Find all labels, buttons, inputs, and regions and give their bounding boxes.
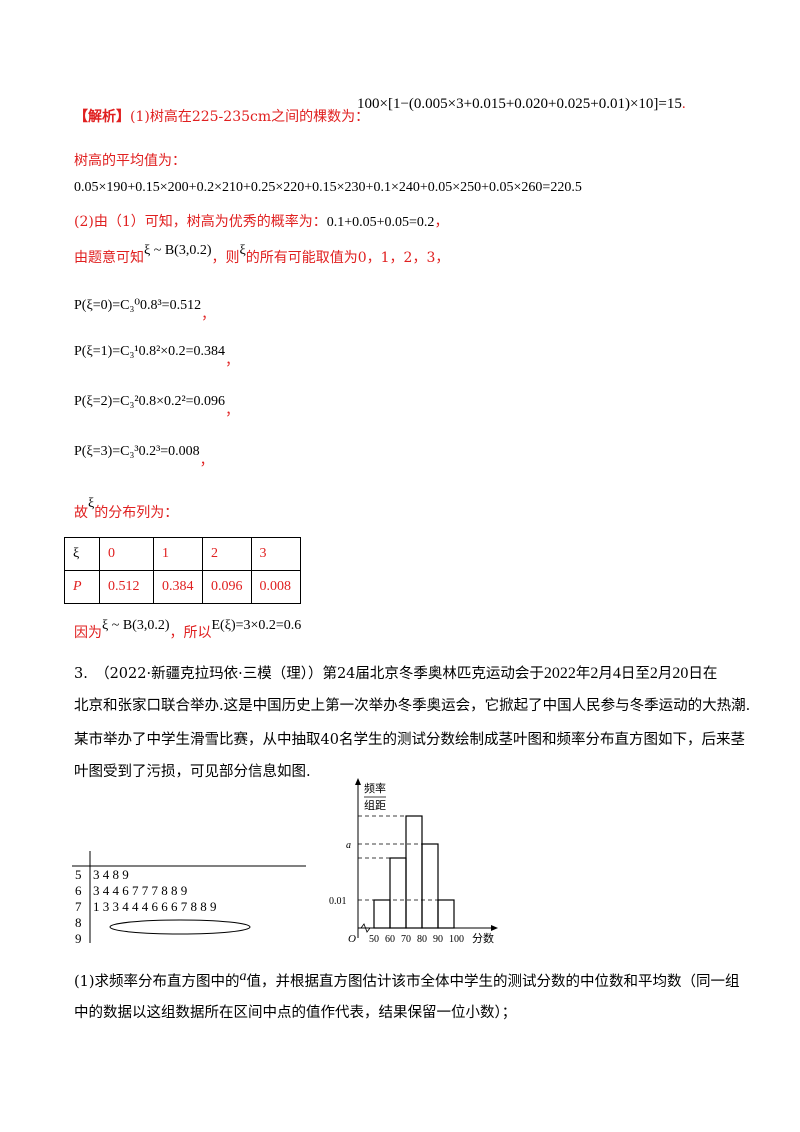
stem-6: 6 xyxy=(75,883,82,898)
ylabel-top: 频率 xyxy=(364,781,386,795)
q3-sub1-line2: 中的数据以这组数据所在区间中点的值作代表，结果保留一位小数）； xyxy=(74,1005,517,1021)
y-arrow xyxy=(355,778,361,785)
dist-formula: ξ ~ B(3,0.2) xyxy=(144,243,212,258)
gu-line: 故ξ的分布列为： xyxy=(74,496,179,521)
frequency-histogram: 频率 组距 O 分数 50 60 70 80 90 100 0.01 a xyxy=(329,778,498,945)
x-tick-label: 70 xyxy=(401,934,411,945)
leaves-6: 3 4 4 6 7 7 7 8 8 9 xyxy=(93,883,187,898)
mean-label: 树高的平均值为： xyxy=(74,153,186,169)
y-tick-label: 0.01 xyxy=(329,896,347,907)
part2-label: (2)由（1）可知，树高为优秀的概率为： xyxy=(74,214,327,230)
dist-line: 由题意可知ξ ~ B(3,0.2)，则ξ的所有可能取值为0，1，2，3， xyxy=(74,243,450,266)
solution-part1: 【解析】(1)树高在225-235cm之间的棵数为： xyxy=(74,106,369,126)
leaves-7: 1 3 3 4 4 4 6 6 6 7 8 8 9 xyxy=(93,899,217,914)
q3-line1: 3. （2022·新疆克拉玛依·三模（理））第24届北京冬季奥林匹克运动会于20… xyxy=(74,665,718,682)
histogram-bar xyxy=(389,857,407,929)
ylabel-bottom: 组距 xyxy=(364,798,386,812)
because-line: 因为ξ ~ B(3,0.2)，所以E(ξ)=3×0.2=0.6 xyxy=(74,618,302,641)
xlabel: 分数 xyxy=(472,932,494,945)
prob-0: P(ξ=0)=C₃⁰0.8³=0.512， xyxy=(74,298,216,323)
q3-line4: 叶图受到了污损，可见部分信息如图. xyxy=(74,764,311,780)
table-row: ξ 0 1 2 3 xyxy=(64,537,301,571)
histogram-bar xyxy=(373,899,391,929)
histogram-bar xyxy=(421,843,439,929)
x-tick-label: 50 xyxy=(369,934,379,945)
axis-break-mark xyxy=(360,923,371,933)
prob-3: P(ξ=3)=C₃³0.2³=0.008， xyxy=(74,444,214,469)
x-tick-label: 80 xyxy=(417,934,427,945)
q3-line2: 北京和张家口联合举办.这是中国历史上第一次举办冬季奥运会，它掀起了中国人民参与冬… xyxy=(74,698,751,714)
stem-5: 5 xyxy=(75,867,82,882)
part2-line: (2)由（1）可知，树高为优秀的概率为：0.1+0.05+0.05=0.2， xyxy=(74,214,449,230)
part2-formula: 0.1+0.05+0.05=0.2 xyxy=(326,215,435,230)
distribution-table: ξ 0 1 2 3 P 0.512 0.384 0.096 0.008 xyxy=(64,537,301,604)
solution-tag: 【解析】 xyxy=(74,109,130,125)
stem-7: 7 xyxy=(75,899,82,914)
prob-2: P(ξ=2)=C₃²0.8×0.2²=0.096， xyxy=(74,394,240,419)
q3-line3: 某市举办了中学生滑雪比赛，从中抽取40名学生的测试分数绘制成茎叶图和频率分布直方… xyxy=(74,732,745,748)
mean-formula: 0.05×190+0.15×200+0.2×210+0.25×220+0.15×… xyxy=(74,180,582,195)
stem-leaf-plot: 5 6 7 8 9 3 4 8 9 3 4 4 6 7 7 7 8 8 9 1 … xyxy=(72,851,306,946)
q3-sub1-line1: (1)求频率分布直方图中的a值，并根据直方图估计该市全体中学生的测试分数的中位数… xyxy=(74,969,740,990)
leaves-5: 3 4 8 9 xyxy=(93,867,129,882)
x-arrow xyxy=(491,925,498,931)
x-tick-label: 90 xyxy=(433,934,443,945)
origin-label: O xyxy=(348,933,356,945)
stem-9: 9 xyxy=(75,931,82,946)
prob-1: P(ξ=1)=C₃¹0.8²×0.2=0.384， xyxy=(74,344,240,369)
table-row: P 0.512 0.384 0.096 0.008 xyxy=(64,570,301,604)
histogram-bar xyxy=(437,899,455,929)
part1-label: (1)树高在225-235cm之间的棵数为： xyxy=(130,109,370,125)
x-tick-label: 100 xyxy=(449,934,464,945)
histogram-bar xyxy=(405,815,423,929)
smudge-ellipse xyxy=(109,919,251,935)
part1-formula: 100×[1−(0.005×3+0.015+0.020+0.025+0.01)×… xyxy=(357,96,686,112)
x-tick-label: 60 xyxy=(385,934,395,945)
y-tick-label: a xyxy=(346,840,351,851)
stem-8: 8 xyxy=(75,915,82,930)
